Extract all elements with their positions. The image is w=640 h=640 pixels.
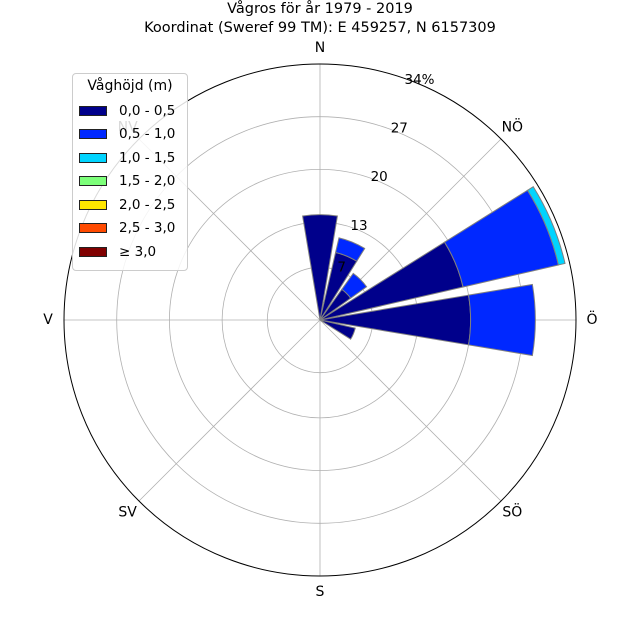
legend-item-4: 2,0 - 2,5 — [79, 193, 181, 217]
polar-frame — [63, 63, 577, 577]
radial-tick-label-1: 13 — [350, 218, 367, 234]
legend-item-2: 1,0 - 1,5 — [79, 146, 181, 170]
legend-label-6: ≥ 3,0 — [119, 243, 157, 260]
legend-item-3: 1,5 - 2,0 — [79, 170, 181, 194]
legend-swatch-3 — [79, 176, 107, 187]
legend-item-6: ≥ 3,0 — [79, 240, 181, 264]
legend-item-1: 0,5 - 1,0 — [79, 123, 181, 147]
direction-label-sv: SV — [118, 504, 137, 520]
radial-tick-label-2: 20 — [371, 169, 388, 185]
chart-title: Vågros för år 1979 - 2019 — [227, 1, 413, 17]
bar-dir2-bin1 — [341, 272, 368, 299]
direction-label-sö: SÖ — [502, 502, 522, 520]
bar-dir3-bin2 — [526, 186, 566, 266]
legend-label-3: 1,5 - 2,0 — [119, 173, 176, 190]
legend-swatch-6 — [79, 246, 107, 257]
bar-dir1-bin1 — [334, 237, 366, 262]
legend-swatch-5 — [79, 223, 107, 234]
direction-label-s: S — [316, 584, 325, 600]
legend-label-4: 2,0 - 2,5 — [119, 196, 176, 213]
legend-swatch-2 — [79, 152, 107, 163]
legend: Våghöjd (m) 0,0 - 0,5 0,5 - 1,0 1,0 - 1,5 1… — [72, 73, 188, 271]
sector-bars — [302, 186, 566, 357]
direction-label-n: N — [315, 40, 325, 56]
legend-swatch-0 — [79, 105, 107, 116]
direction-label-v: V — [43, 312, 53, 328]
bar-dir5-bin0 — [319, 319, 356, 340]
direction-label-nö: NÖ — [502, 118, 524, 136]
bar-dir4-bin1 — [467, 283, 536, 357]
legend-swatch-1 — [79, 129, 107, 140]
legend-item-0: 0,0 - 0,5 — [79, 99, 181, 123]
legend-label-5: 2,5 - 3,0 — [119, 220, 176, 237]
legend-label-2: 1,0 - 1,5 — [119, 149, 176, 166]
direction-label-ö: Ö — [586, 310, 597, 328]
chart-subtitle: Koordinat (Sweref 99 TM): E 459257, N 61… — [144, 20, 496, 36]
legend-swatch-4 — [79, 199, 107, 210]
radial-tick-label-3: 27 — [391, 120, 408, 136]
legend-title: Våghöjd (m) — [87, 78, 173, 94]
legend-label-1: 0,5 - 1,0 — [119, 126, 176, 143]
legend-label-0: 0,0 - 0,5 — [119, 102, 176, 119]
radial-tick-label-4: 34% — [404, 72, 434, 88]
radial-tick-label-0: 7 — [337, 260, 346, 276]
legend-item-5: 2,5 - 3,0 — [79, 217, 181, 241]
spoke-3 — [319, 319, 502, 502]
bar-dir0-bin0 — [302, 214, 338, 321]
spoke-5 — [138, 319, 321, 502]
